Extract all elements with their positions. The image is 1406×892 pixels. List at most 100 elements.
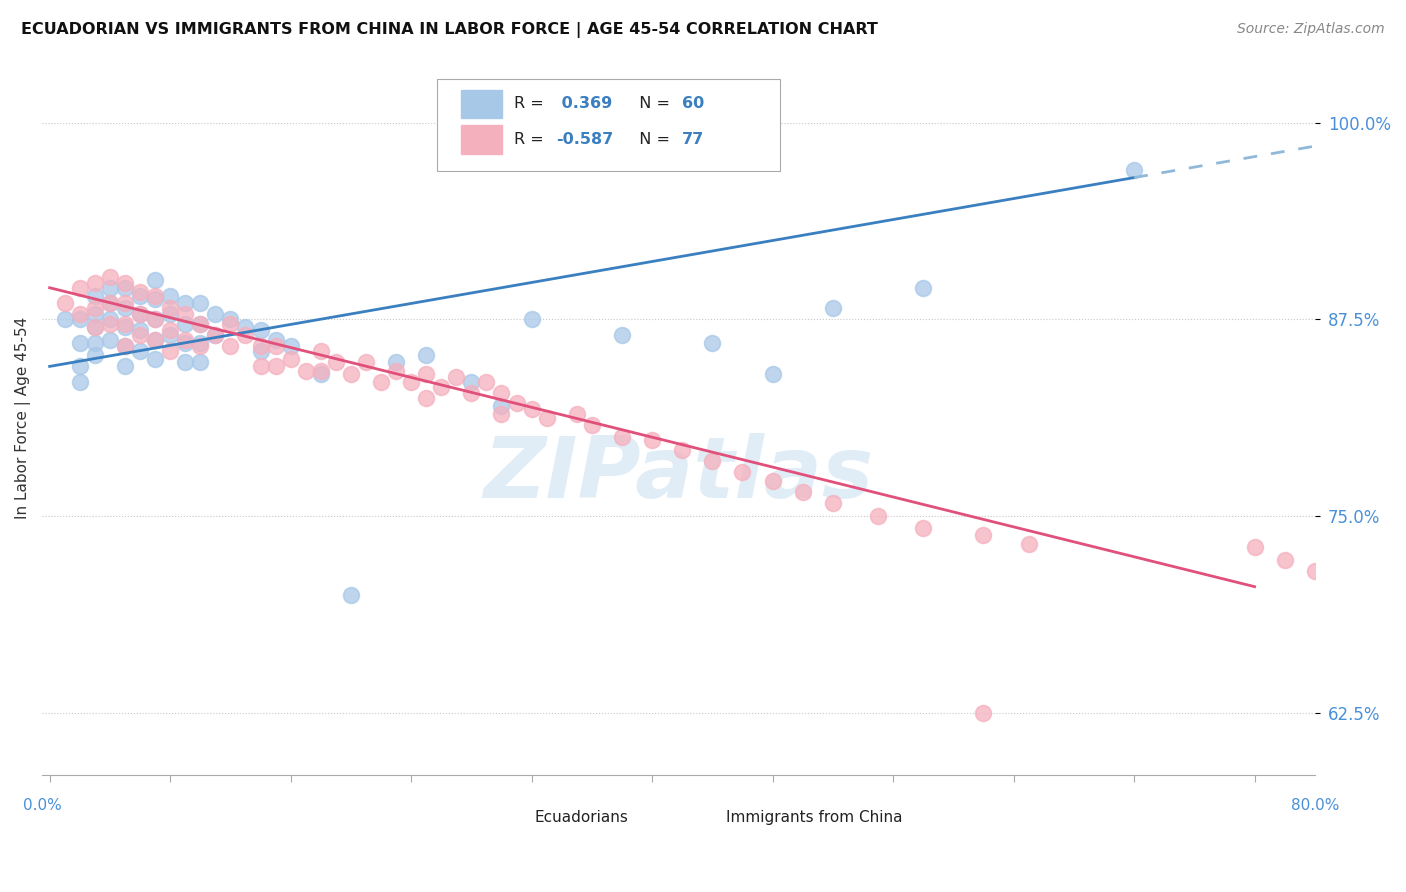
Point: [69, 308, 91, 322]
Point: [1274, 553, 1296, 567]
Point: [204, 327, 226, 342]
Point: [491, 386, 513, 401]
Point: [83, 335, 105, 350]
Point: [972, 706, 994, 720]
Point: [204, 327, 226, 342]
Point: [761, 475, 783, 489]
Point: [1018, 537, 1040, 551]
Point: [188, 317, 211, 331]
Point: [821, 301, 844, 315]
Y-axis label: In Labor Force | Age 45-54: In Labor Force | Age 45-54: [15, 317, 31, 518]
Point: [98, 269, 121, 284]
Point: [159, 308, 181, 322]
FancyBboxPatch shape: [692, 806, 720, 830]
Point: [340, 368, 363, 382]
Point: [53, 296, 76, 310]
Point: [446, 370, 468, 384]
Point: [280, 339, 302, 353]
Point: [129, 285, 152, 300]
Point: [114, 339, 136, 353]
Text: ZIPatlas: ZIPatlas: [484, 434, 873, 516]
Point: [83, 308, 105, 322]
Point: [249, 323, 271, 337]
Point: [129, 323, 152, 337]
Point: [581, 417, 603, 432]
Point: [129, 343, 152, 358]
Point: [159, 327, 181, 342]
Point: [143, 273, 166, 287]
Point: [159, 301, 181, 315]
Point: [83, 301, 105, 315]
Point: [792, 485, 814, 500]
Point: [264, 359, 287, 374]
Point: [385, 364, 408, 378]
Point: [143, 312, 166, 326]
Text: Ecuadorians: Ecuadorians: [534, 810, 628, 825]
FancyBboxPatch shape: [461, 126, 502, 154]
Point: [370, 375, 392, 389]
Point: [565, 407, 588, 421]
Text: -0.587: -0.587: [557, 132, 613, 147]
Point: [98, 296, 121, 310]
Point: [53, 312, 76, 326]
Point: [143, 288, 166, 302]
Text: N =: N =: [628, 96, 675, 112]
Text: 77: 77: [682, 132, 704, 147]
Point: [69, 375, 91, 389]
Point: [280, 351, 302, 366]
Point: [143, 351, 166, 366]
Point: [129, 308, 152, 322]
Point: [309, 368, 332, 382]
Point: [294, 364, 316, 378]
Point: [83, 320, 105, 334]
Point: [1334, 588, 1357, 602]
Point: [114, 339, 136, 353]
Point: [98, 317, 121, 331]
Point: [761, 368, 783, 382]
Point: [188, 317, 211, 331]
Point: [399, 375, 422, 389]
Point: [69, 335, 91, 350]
Point: [83, 276, 105, 290]
Point: [129, 327, 152, 342]
Point: [536, 411, 558, 425]
Point: [460, 375, 482, 389]
Point: [114, 296, 136, 310]
Point: [1319, 574, 1341, 589]
FancyBboxPatch shape: [437, 78, 780, 170]
Point: [520, 312, 543, 326]
Text: R =: R =: [515, 96, 550, 112]
Point: [264, 333, 287, 347]
Point: [204, 308, 226, 322]
Point: [174, 354, 197, 368]
Point: [866, 508, 889, 523]
Point: [188, 354, 211, 368]
Point: [98, 281, 121, 295]
Point: [610, 430, 633, 444]
Point: [430, 380, 453, 394]
Text: 60: 60: [682, 96, 704, 112]
Point: [385, 354, 408, 368]
Point: [235, 320, 257, 334]
Point: [219, 317, 242, 331]
Text: Source: ZipAtlas.com: Source: ZipAtlas.com: [1237, 22, 1385, 37]
Point: [114, 301, 136, 315]
Point: [174, 308, 197, 322]
Point: [188, 339, 211, 353]
Point: [98, 296, 121, 310]
Point: [249, 359, 271, 374]
Point: [114, 320, 136, 334]
Point: [340, 588, 363, 602]
Point: [235, 327, 257, 342]
Point: [159, 288, 181, 302]
Point: [309, 364, 332, 378]
FancyBboxPatch shape: [461, 90, 502, 119]
Point: [912, 521, 935, 535]
Text: R =: R =: [515, 132, 550, 147]
Point: [702, 335, 724, 350]
Point: [415, 348, 437, 362]
Point: [309, 343, 332, 358]
Point: [1393, 611, 1406, 625]
Point: [641, 434, 664, 448]
Point: [219, 339, 242, 353]
